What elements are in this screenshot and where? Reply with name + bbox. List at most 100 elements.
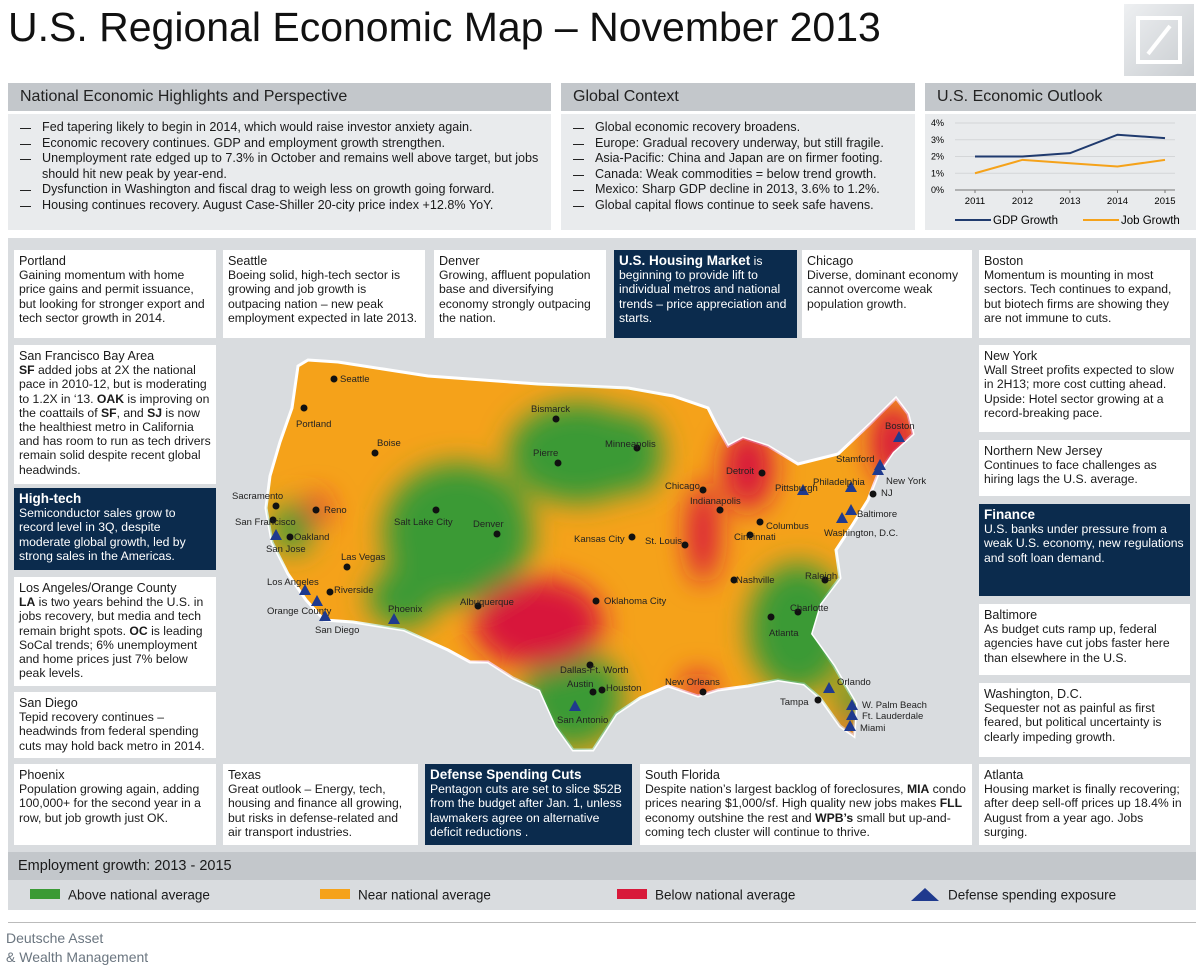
footer-text: & Wealth Management [6,949,149,965]
city-dot [767,613,775,621]
bullet-text: Unemployment rate edged up to 7.3% in Oc… [42,151,539,181]
panel-text: , and [116,405,148,420]
panel-title: Portland [19,254,66,268]
line-chart: 0% 1% 2% 3% 4% 2011 2012 2013 2014 2015 GDP Growth… [931,118,1180,227]
bullet-text: Housing continues recovery. August Case-… [42,197,494,212]
city-dot [814,696,822,704]
city: W. Palm Beach [846,699,927,711]
defense-marker [845,504,857,515]
city-dot [794,608,802,616]
city-dot [343,563,351,571]
y-tick-label: 4% [931,118,944,128]
bullet-text: Asia-Pacific: China and Japan are on fir… [595,151,883,165]
city-dot [269,516,277,524]
city-label: Charlotte [790,603,829,614]
x-tick-label: 2013 [1059,196,1080,207]
legend-item: Below national average [617,886,795,904]
city: Portland [296,404,331,430]
city-label: Orange County [267,606,332,617]
defense-marker [872,464,884,475]
x-tick-label: 2014 [1107,196,1128,207]
x-tick-label: 2012 [1012,196,1033,207]
bullet-item: Fed tapering likely to begin in 2014, wh… [18,120,541,136]
city-label: Pierre [533,448,558,459]
legend-item: Above national average [30,886,210,904]
panel-text-bold: OAK [96,391,125,406]
panel-text-bold: SF [19,363,35,378]
metro-panel: Boston Momentum is mounting in most secto… [979,250,1190,338]
city-dot [474,602,482,610]
panel-text: is improving on the coattails of [19,391,210,420]
footer-text: Deutsche Asset [6,930,104,946]
city-dot [330,375,338,383]
city-label: NJ [881,488,893,499]
city: Charlotte [790,603,829,616]
bullet-dash [20,190,31,191]
panel-text: Despite nation’s largest backlog of fore… [645,782,907,797]
panel-text-bold: SF [100,405,117,420]
city: Cincinnati [734,531,776,543]
defense-marker [846,709,858,720]
city-dot [598,686,606,694]
city-dot [432,506,440,514]
city-label: Cincinnati [734,532,776,543]
city: Phoenix [388,604,423,624]
legend-label: Defense spending exposure [948,887,1117,903]
city-dot [272,502,280,510]
bullet-item: Europe: Gradual recovery underway, but s… [571,136,905,152]
panel-text: is now the healthiest metro in Californi… [19,405,211,477]
legend-item: Defense spending exposure [910,886,1116,904]
city: Salt Lake City [394,506,453,528]
city-label: Portland [296,419,331,430]
city-label: Tampa [780,697,809,708]
city-label: San Antonio [557,715,608,726]
series-line [974,158,1166,175]
section-heading: National Economic Highlights and Perspec… [8,83,551,111]
panel-text: is leading SoCal trends; 6% unemployment… [19,623,203,681]
series-line [975,133,1166,158]
legend-label: GDP Growth [993,215,1058,227]
y-tick-label: 2% [931,152,944,162]
bullet-text: Canada: Weak commodities = below trend g… [595,166,877,181]
metro-panel: Portland Gaining momentum with home price… [14,250,216,338]
section-heading: U.S. Economic Outlook [925,83,1196,111]
bullet-list: Global economic recovery broadens. Europe… [561,114,915,230]
metro-panel: Denver Growing, affluent population base … [434,250,606,338]
defense-marker [846,699,858,710]
bullet-item: Mexico: Sharp GDP decline in 2013, 3.6% … [571,182,905,198]
city: San Antonio [557,700,608,726]
city-dot [552,415,560,423]
city-label: St. Louis [645,536,682,547]
panel-title: Boston [984,254,1024,268]
city-label: Baltimore [857,509,897,520]
defense-marker [836,512,848,523]
city-dot [326,588,334,596]
panel-title: Texas [228,768,261,782]
panel-text: Boeing solid, high-tech sector is growin… [228,268,418,325]
city: Raleigh [805,571,837,584]
legend-swatch [617,889,647,900]
bullet-item: Dysfunction in Washington and fiscal dra… [18,182,541,198]
bullet-dash [573,190,584,191]
x-tick-label: 2011 [965,196,985,207]
metro-panel: Atlanta Housing market is finally recover… [979,764,1190,845]
callout-panel: Defense Spending Cuts Pentagon cuts are s… [425,764,632,845]
city-label: Riverside [334,585,374,596]
city-dot [628,533,636,541]
city-label: San Jose [266,544,306,555]
city-label: Atlanta [769,628,799,639]
callout-panel: Finance U.S. banks under pressure from a … [979,504,1190,596]
panel-text: Population growing again, adding 100,000… [19,782,201,825]
city-label: Las Vegas [341,552,386,563]
callout-panel: High-tech Semiconductor sales grow to rec… [14,488,216,570]
panel-text: Wall Street profits expected to slow in … [984,363,1174,420]
city: San Diego [315,610,359,636]
city: Detroit [726,466,766,477]
panel-title: Los Angeles/Orange County [19,581,177,595]
defense-marker [845,481,857,492]
city-dot [300,404,308,412]
city: Sacramento [232,491,283,510]
panel-text: is two years behind the U.S. in jobs rec… [19,595,204,638]
city-label: Raleigh [805,571,837,582]
legend-item: Near national average [320,886,491,904]
